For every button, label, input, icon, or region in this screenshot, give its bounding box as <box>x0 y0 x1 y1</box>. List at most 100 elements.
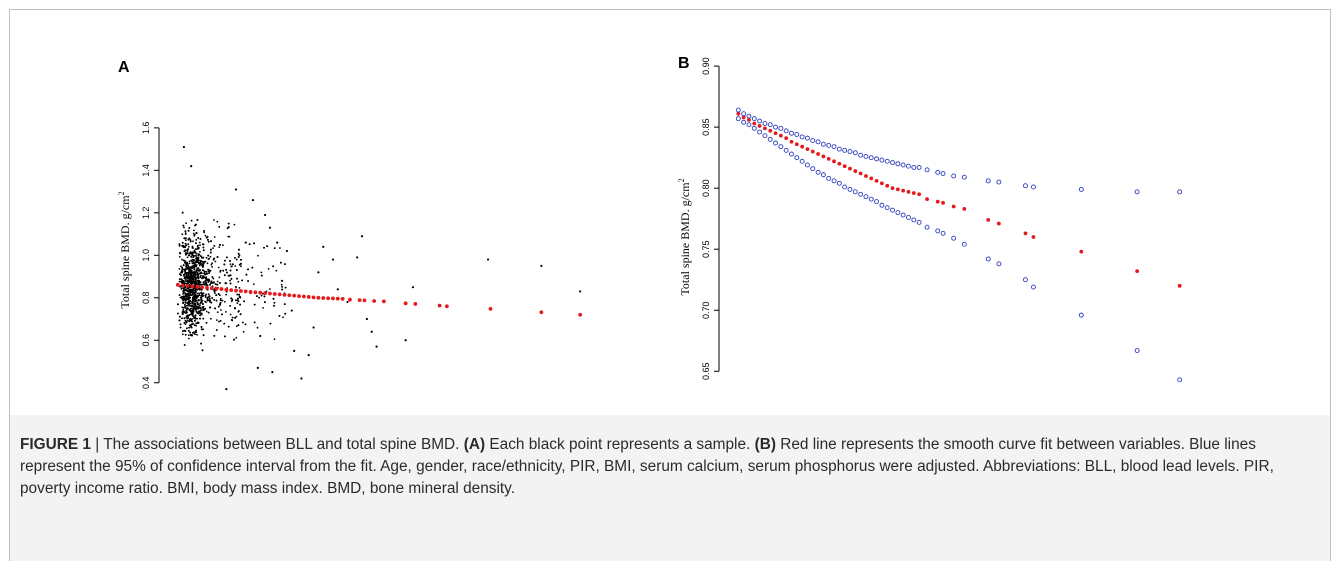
sample-point <box>216 311 219 314</box>
sample-point <box>231 316 234 319</box>
sample-point <box>200 291 203 294</box>
fit-point <box>789 139 794 144</box>
sample-point <box>219 269 222 272</box>
sample-point <box>221 313 223 316</box>
sample-point <box>322 245 325 248</box>
sample-point <box>224 259 226 262</box>
sample-point <box>185 273 188 275</box>
sample-point <box>205 256 208 259</box>
fit-point <box>763 126 767 131</box>
fit-point <box>185 283 190 288</box>
fit-point <box>895 187 900 192</box>
ci_upper-point <box>783 128 789 134</box>
sample-point <box>279 247 281 249</box>
ci_lower-point <box>762 133 768 139</box>
fit-point <box>917 192 922 197</box>
sample-point <box>187 254 190 257</box>
sample-point <box>189 324 191 327</box>
sample-point <box>283 303 286 305</box>
sample-point <box>231 298 234 301</box>
sample-point <box>196 303 199 305</box>
sample-point <box>260 274 263 277</box>
sample-point <box>260 294 263 297</box>
ci_lower-point <box>858 191 864 197</box>
fit-point <box>853 169 858 173</box>
sample-point <box>195 299 198 302</box>
fit-point <box>243 289 248 294</box>
sample-point <box>244 241 247 244</box>
sample-point <box>209 299 211 302</box>
ci_lower-point <box>996 261 1002 267</box>
ci_lower-point <box>874 199 880 205</box>
fit-point <box>488 306 493 311</box>
y-tick-label: 0.80 <box>701 179 711 197</box>
sample-point <box>210 280 213 283</box>
sample-point <box>267 268 270 270</box>
ci_lower-point <box>951 235 957 241</box>
sample-point <box>195 232 198 234</box>
ci_lower-point <box>985 256 991 262</box>
fit-point <box>224 287 229 292</box>
fit-point <box>821 154 826 159</box>
sample-point <box>190 310 193 313</box>
fit-point <box>773 131 778 136</box>
sample-point <box>243 300 246 303</box>
sample-point <box>230 297 233 300</box>
sample-point <box>268 226 272 229</box>
sample-point <box>188 320 191 323</box>
fit-point <box>879 181 884 186</box>
sample-point <box>236 302 239 304</box>
y-axis-title-main: Total spine BMD. g/cm <box>678 182 692 296</box>
sample-point <box>215 299 218 302</box>
sample-point <box>238 248 240 251</box>
sample-point <box>411 286 415 289</box>
sample-point <box>205 276 207 279</box>
fit-point <box>1079 249 1084 254</box>
sample-point <box>179 315 181 318</box>
sample-point <box>234 316 236 319</box>
sample-point <box>182 308 185 311</box>
caption-a-label: (A) <box>463 436 486 453</box>
ci_lower-point <box>847 186 853 192</box>
sample-point <box>191 302 193 304</box>
caption-background <box>10 415 1330 561</box>
ci_upper-point <box>847 149 853 155</box>
sample-point <box>207 239 209 241</box>
sample-point <box>188 271 190 273</box>
caption-b-text: Red line represents the smooth curve fit… <box>20 436 1274 497</box>
ci_lower-point <box>751 125 757 131</box>
ci_upper-point <box>879 157 885 163</box>
sample-point <box>219 282 221 284</box>
ci_upper-point <box>874 156 880 162</box>
fit-point <box>810 149 815 154</box>
fit-point <box>747 117 751 122</box>
sample-point <box>181 268 184 271</box>
fit-point <box>1177 283 1182 288</box>
sample-point <box>226 227 229 230</box>
sample-point <box>192 255 195 258</box>
sample-point <box>210 263 213 266</box>
y-tick-label: 0.70 <box>701 301 711 319</box>
sample-point <box>193 303 195 305</box>
y-axis-title-sup: 2 <box>677 178 686 182</box>
sample-point <box>245 273 248 276</box>
sample-point <box>212 277 215 280</box>
fit-point <box>996 221 1001 226</box>
sample-point <box>200 283 202 286</box>
sample-point <box>195 223 197 226</box>
sample-point <box>185 310 187 312</box>
sample-point <box>202 243 204 246</box>
ci_upper-point <box>789 130 794 136</box>
ci_upper-point <box>831 144 837 150</box>
sample-point <box>213 335 216 337</box>
sample-point <box>199 296 202 299</box>
fit-point <box>357 298 362 303</box>
ci_upper-point <box>868 155 874 161</box>
ci_upper-point <box>1134 189 1140 195</box>
ci_lower-point <box>1023 277 1028 283</box>
sample-point <box>192 232 195 235</box>
ci_lower-point <box>940 230 946 236</box>
sample-point <box>205 310 208 313</box>
sample-point <box>208 269 210 271</box>
ci_upper-point <box>1030 184 1036 190</box>
